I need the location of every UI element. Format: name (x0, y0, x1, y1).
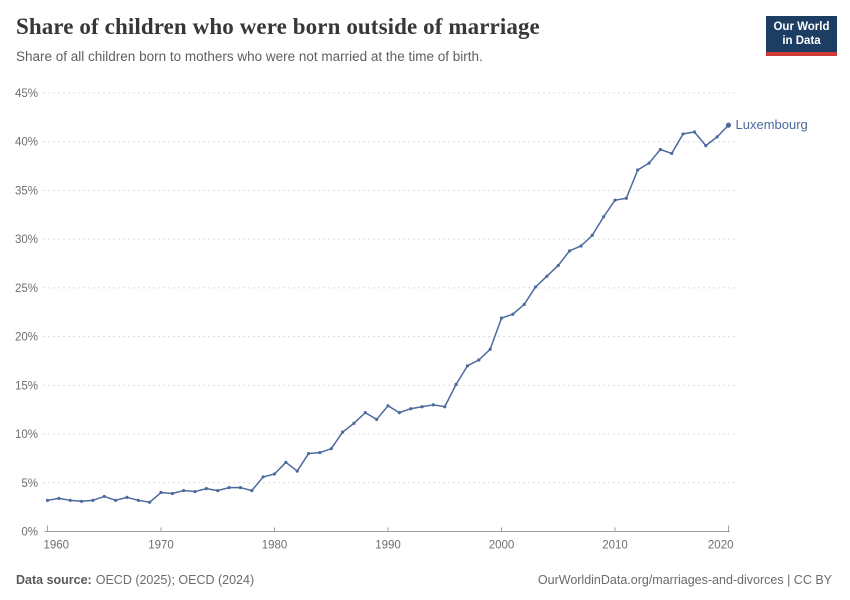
data-point-marker[interactable] (238, 486, 243, 490)
entity-label[interactable]: Luxembourg (736, 117, 808, 132)
data-point-marker[interactable] (261, 475, 265, 479)
data-point-marker[interactable] (204, 487, 208, 491)
data-point-marker[interactable] (545, 274, 549, 278)
data-source-label: Data source: (16, 573, 92, 587)
data-point-marker[interactable] (454, 382, 458, 386)
data-point-marker[interactable] (590, 233, 594, 237)
chart-title: Share of children who were born outside … (16, 14, 540, 39)
data-point-marker[interactable] (477, 358, 481, 362)
x-axis-tick-label: 2000 (489, 540, 515, 552)
data-point-marker[interactable] (102, 494, 106, 499)
x-axis-tick-label: 1960 (44, 540, 70, 552)
data-point-marker[interactable] (136, 498, 140, 502)
data-point-marker[interactable] (658, 147, 663, 152)
data-point-marker[interactable] (397, 411, 401, 415)
x-axis-tick-label: 2010 (602, 540, 628, 552)
data-point-marker[interactable] (284, 460, 288, 464)
attribution-link[interactable]: OurWorldinData.org/marriages-and-divorce… (537, 573, 832, 587)
y-axis-tick-label: 5% (21, 478, 38, 490)
data-point-marker[interactable] (250, 488, 254, 493)
data-point-marker[interactable] (579, 244, 583, 248)
data-point-marker[interactable] (329, 447, 333, 451)
data-point-marker[interactable] (431, 403, 435, 407)
chart-header: Share of children who were born outside … (16, 14, 750, 64)
data-point-marker[interactable] (182, 488, 186, 493)
data-point-marker[interactable] (465, 364, 470, 368)
data-point-marker[interactable] (647, 161, 651, 165)
y-axis-tick-label: 15% (15, 380, 38, 392)
data-point-marker[interactable] (670, 151, 674, 156)
data-point-marker[interactable] (45, 498, 50, 502)
data-point-marker[interactable] (692, 130, 697, 134)
data-point-marker[interactable] (363, 411, 367, 415)
owid-logo[interactable]: Our World in Data (766, 16, 837, 56)
y-axis-tick-label: 10% (15, 429, 38, 441)
data-point-marker[interactable] (68, 498, 72, 502)
y-axis-tick-label: 25% (15, 283, 38, 295)
data-point-marker[interactable] (725, 122, 732, 128)
data-point-marker[interactable] (352, 421, 356, 425)
data-point-marker[interactable] (511, 312, 515, 316)
data-point-marker[interactable] (57, 496, 61, 500)
data-point-marker[interactable] (227, 486, 231, 490)
data-point-marker[interactable] (306, 451, 311, 456)
owid-logo-text-line1: Our World (773, 21, 830, 33)
data-point-marker[interactable] (159, 490, 163, 495)
data-point-marker[interactable] (681, 132, 685, 136)
y-axis-tick-label: 35% (15, 185, 38, 197)
y-axis-tick-label: 40% (15, 137, 38, 149)
x-axis-tick-label: 1970 (148, 540, 174, 552)
data-point-marker[interactable] (533, 285, 538, 289)
data-point-marker[interactable] (443, 405, 447, 409)
series-line[interactable] (46, 124, 730, 504)
data-point-marker[interactable] (170, 491, 174, 496)
owid-logo-text-line2: in Data (782, 35, 821, 48)
chart-footer: Data source: OECD (2025); OECD (2024) Our… (16, 573, 832, 587)
data-point-marker[interactable] (193, 489, 197, 494)
data-point-marker[interactable] (613, 198, 617, 202)
data-point-marker[interactable] (522, 302, 526, 307)
data-point-marker[interactable] (318, 450, 322, 455)
data-point-marker[interactable] (272, 472, 277, 476)
data-source: Data source: OECD (2025); OECD (2024) (16, 573, 254, 587)
y-axis-tick-label: 0% (21, 527, 38, 539)
x-axis-tick-label: 2020 (708, 540, 734, 552)
data-point-marker[interactable] (420, 405, 424, 409)
data-point-marker[interactable] (499, 316, 504, 320)
data-point-marker[interactable] (715, 135, 719, 139)
data-point-marker[interactable] (704, 144, 708, 148)
data-point-marker[interactable] (148, 500, 152, 504)
data-point-marker[interactable] (91, 498, 95, 502)
data-point-marker[interactable] (409, 407, 413, 411)
data-point-marker[interactable] (624, 196, 628, 200)
data-source-text: OECD (2025); OECD (2024) (95, 573, 255, 587)
y-axis-tick-label: 20% (15, 332, 38, 344)
data-point-marker[interactable] (602, 215, 606, 219)
data-point-marker[interactable] (636, 168, 640, 172)
data-point-marker[interactable] (341, 430, 345, 434)
data-point-marker[interactable] (386, 404, 390, 408)
data-point-marker[interactable] (488, 347, 492, 351)
data-point-marker[interactable] (375, 417, 379, 422)
y-axis-tick-label: 30% (15, 234, 38, 246)
data-point-marker[interactable] (295, 469, 299, 473)
data-point-marker[interactable] (114, 498, 118, 502)
y-axis-tick-label: 45% (15, 88, 38, 100)
x-axis-tick-label: 1980 (262, 540, 288, 552)
data-point-marker[interactable] (79, 499, 84, 503)
data-point-marker[interactable] (216, 488, 220, 493)
chart-subtitle: Share of all children born to mothers wh… (16, 49, 483, 64)
data-point-marker[interactable] (125, 495, 129, 499)
data-point-marker[interactable] (568, 249, 572, 253)
x-axis-tick-label: 1990 (375, 540, 401, 552)
data-point-marker[interactable] (556, 263, 560, 268)
